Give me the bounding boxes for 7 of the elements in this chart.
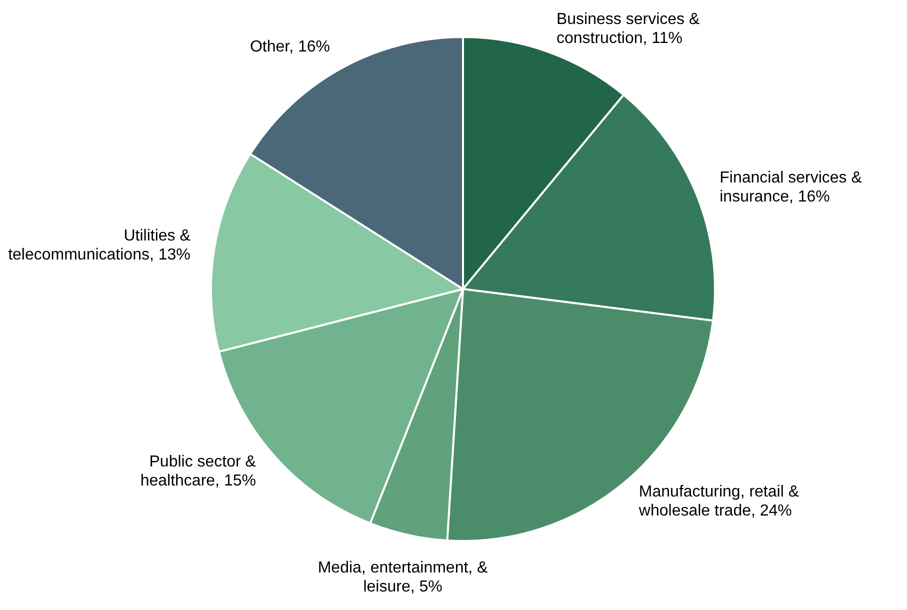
slice-label: Media, entertainment, & leisure, 5% (318, 559, 488, 596)
slice-label: Other, 16% (250, 38, 330, 56)
slice-label: Utilities & telecommunications, 13% (8, 228, 191, 264)
slice-label: Financial services & insurance, 16% (720, 169, 862, 206)
slice-label: Manufacturing, retail & wholesale trade, 24% (638, 484, 800, 520)
slice-label: Business services & construction, 11% (556, 11, 700, 48)
slice-label: Public sector & healthcare, 15% (140, 453, 256, 490)
